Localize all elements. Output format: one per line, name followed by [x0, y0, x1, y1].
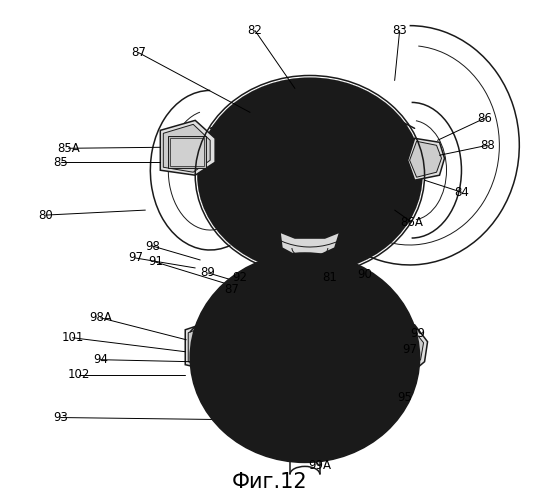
Polygon shape — [188, 324, 226, 369]
Text: 97: 97 — [128, 251, 143, 264]
Text: 87: 87 — [225, 283, 240, 296]
Text: Фиг.12: Фиг.12 — [232, 473, 308, 493]
Text: 85A: 85A — [57, 142, 80, 155]
Text: 88: 88 — [480, 139, 495, 152]
Text: 85: 85 — [53, 156, 68, 169]
Text: 98A: 98A — [89, 311, 112, 324]
Text: 81: 81 — [322, 271, 338, 284]
Text: 102: 102 — [68, 368, 90, 381]
Ellipse shape — [305, 142, 384, 228]
Bar — [192, 336, 222, 362]
Ellipse shape — [197, 77, 423, 273]
Text: 99: 99 — [410, 327, 425, 340]
Polygon shape — [395, 340, 411, 365]
Text: 89: 89 — [201, 266, 215, 279]
Text: 98: 98 — [145, 240, 160, 252]
Text: 91: 91 — [148, 255, 163, 268]
Text: 86: 86 — [477, 112, 492, 125]
Text: 90: 90 — [357, 268, 372, 281]
Polygon shape — [280, 232, 340, 255]
Text: 86A: 86A — [400, 216, 423, 229]
Polygon shape — [408, 138, 444, 180]
Text: 95: 95 — [397, 391, 412, 404]
Bar — [168, 136, 206, 168]
Polygon shape — [272, 420, 335, 455]
Bar — [194, 338, 220, 360]
Text: 80: 80 — [38, 209, 53, 222]
Bar — [170, 138, 204, 166]
Polygon shape — [163, 124, 210, 172]
Polygon shape — [185, 320, 230, 372]
Ellipse shape — [220, 300, 324, 404]
Text: 99A: 99A — [308, 459, 332, 472]
Polygon shape — [160, 120, 215, 175]
Polygon shape — [384, 325, 428, 373]
Text: 93: 93 — [53, 411, 68, 424]
Ellipse shape — [303, 340, 367, 404]
Text: 92: 92 — [233, 271, 247, 284]
Text: 84: 84 — [454, 186, 469, 199]
Text: 82: 82 — [248, 24, 262, 37]
Text: 97: 97 — [402, 343, 417, 356]
Ellipse shape — [238, 145, 318, 231]
Polygon shape — [410, 141, 442, 177]
Ellipse shape — [190, 253, 420, 463]
Text: 101: 101 — [62, 331, 84, 344]
Text: 94: 94 — [93, 353, 108, 366]
Text: 87: 87 — [131, 46, 146, 59]
Polygon shape — [388, 328, 423, 370]
Text: 83: 83 — [392, 24, 407, 37]
